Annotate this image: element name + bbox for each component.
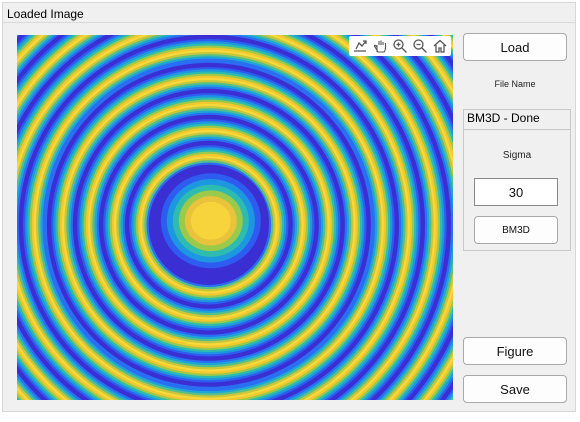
image-axes[interactable] <box>17 35 453 400</box>
home-icon[interactable] <box>431 37 449 55</box>
load-button[interactable]: Load <box>463 33 567 61</box>
save-button[interactable]: Save <box>463 375 567 403</box>
file-name-label: File Name <box>494 79 536 89</box>
bm3d-status-title: BM3D - Done <box>467 111 540 125</box>
bm3d-button[interactable]: BM3D <box>474 216 558 244</box>
pan-icon[interactable] <box>371 37 389 55</box>
zoom-in-icon[interactable] <box>391 37 409 55</box>
loaded-image-panel: Loaded Image <box>2 2 576 412</box>
sigma-input[interactable]: 30 <box>474 178 558 206</box>
export-icon[interactable] <box>351 37 369 55</box>
axes-toolbar <box>349 36 451 56</box>
panel-title-divider <box>3 22 575 23</box>
zoom-out-icon[interactable] <box>411 37 429 55</box>
sigma-label: Sigma <box>502 150 532 161</box>
bm3d-group-panel: BM3D - Done Sigma 30 BM3D <box>463 109 571 251</box>
interference-fringe-image <box>17 35 453 400</box>
panel-title: Loaded Image <box>7 7 84 21</box>
bm3d-title-divider <box>464 129 570 130</box>
fringe-center <box>190 201 231 240</box>
figure-button[interactable]: Figure <box>463 337 567 365</box>
